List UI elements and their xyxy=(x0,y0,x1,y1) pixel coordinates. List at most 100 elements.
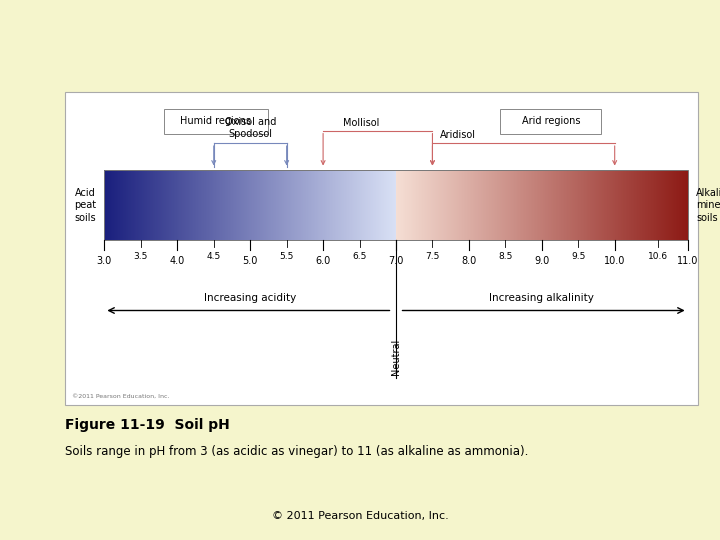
Bar xyxy=(572,170,574,240)
Bar xyxy=(680,170,681,240)
Bar xyxy=(137,170,138,240)
Bar xyxy=(432,170,433,240)
Bar xyxy=(330,170,332,240)
Bar xyxy=(240,170,241,240)
Bar xyxy=(528,170,530,240)
Text: Oxisol and
Spodosol: Oxisol and Spodosol xyxy=(225,117,276,139)
Bar xyxy=(361,170,362,240)
Bar xyxy=(385,170,387,240)
Bar xyxy=(474,170,475,240)
Bar xyxy=(662,170,664,240)
Bar xyxy=(541,170,544,240)
Bar xyxy=(430,170,431,240)
Bar xyxy=(129,170,130,240)
Bar xyxy=(579,170,580,240)
Bar xyxy=(287,170,289,240)
Bar xyxy=(390,170,392,240)
Bar xyxy=(355,170,356,240)
Bar xyxy=(469,170,470,240)
Bar xyxy=(462,170,463,240)
Bar xyxy=(176,170,178,240)
Bar xyxy=(631,170,633,240)
Bar xyxy=(122,170,124,240)
Bar xyxy=(161,170,163,240)
Bar xyxy=(622,170,624,240)
Bar xyxy=(403,170,405,240)
Bar xyxy=(562,170,564,240)
Bar xyxy=(268,170,269,240)
Bar xyxy=(158,170,159,240)
Bar xyxy=(214,170,215,240)
Bar xyxy=(182,170,184,240)
Bar xyxy=(233,170,235,240)
Bar xyxy=(300,170,301,240)
Text: Alkali
mineral
soils: Alkali mineral soils xyxy=(696,188,720,222)
Bar xyxy=(186,170,187,240)
Bar xyxy=(253,170,254,240)
Bar xyxy=(632,170,634,240)
Bar xyxy=(557,170,558,240)
Bar xyxy=(117,170,119,240)
Bar xyxy=(315,170,317,240)
Bar xyxy=(625,170,626,240)
Bar xyxy=(621,170,622,240)
Bar xyxy=(448,170,449,240)
Bar xyxy=(405,170,407,240)
Bar xyxy=(179,170,181,240)
Bar xyxy=(515,170,516,240)
Bar xyxy=(241,170,243,240)
Bar xyxy=(168,170,169,240)
Text: Mollisol: Mollisol xyxy=(343,118,379,128)
Bar xyxy=(544,170,546,240)
Bar xyxy=(256,170,257,240)
Bar xyxy=(335,170,336,240)
Text: © 2011 Pearson Education, Inc.: © 2011 Pearson Education, Inc. xyxy=(271,511,449,521)
Bar xyxy=(306,170,307,240)
Bar xyxy=(524,170,526,240)
Bar xyxy=(545,170,546,240)
Bar xyxy=(575,170,576,240)
Bar xyxy=(354,170,356,240)
Bar xyxy=(467,170,469,240)
Bar xyxy=(211,170,212,240)
Bar xyxy=(540,170,541,240)
Bar xyxy=(611,170,612,240)
Bar xyxy=(215,170,217,240)
Text: 6.5: 6.5 xyxy=(352,252,366,261)
Bar xyxy=(132,170,133,240)
Bar xyxy=(446,170,448,240)
Bar xyxy=(539,170,541,240)
Bar xyxy=(563,170,564,240)
Bar xyxy=(167,170,168,240)
Bar xyxy=(649,170,650,240)
Bar xyxy=(667,170,668,240)
Bar xyxy=(649,170,651,240)
Bar xyxy=(253,170,255,240)
Bar xyxy=(290,170,292,240)
Bar xyxy=(503,170,504,240)
Bar xyxy=(360,170,361,240)
Bar xyxy=(675,170,677,240)
Bar xyxy=(356,170,358,240)
Bar xyxy=(279,170,280,240)
Bar xyxy=(656,170,657,240)
Bar xyxy=(687,170,688,240)
Bar xyxy=(226,170,228,240)
Bar xyxy=(487,170,488,240)
Bar xyxy=(141,170,143,240)
Bar xyxy=(628,170,629,240)
Bar xyxy=(627,170,629,240)
Bar xyxy=(442,170,444,240)
Bar xyxy=(320,170,322,240)
Bar xyxy=(568,170,570,240)
Bar xyxy=(347,170,348,240)
Bar xyxy=(205,170,207,240)
Bar xyxy=(490,170,491,240)
Bar xyxy=(234,170,235,240)
Bar xyxy=(371,170,372,240)
Bar xyxy=(684,170,685,240)
Bar xyxy=(438,170,439,240)
Bar xyxy=(256,170,258,240)
Bar xyxy=(338,170,340,240)
Bar xyxy=(454,170,455,240)
